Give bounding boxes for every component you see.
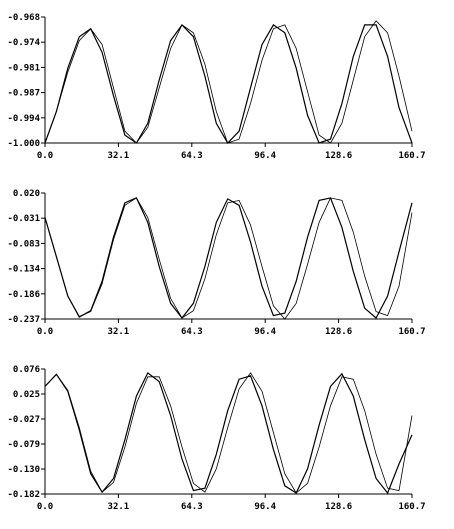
y-tick-label: -0.130 (7, 465, 40, 475)
x-tick-label: 0.0 (37, 327, 53, 337)
y-tick-label: 0.076 (13, 365, 40, 375)
y-tick-label: -0.237 (7, 315, 40, 325)
x-tick-label: 128.6 (325, 151, 352, 161)
x-tick-label: 160.7 (398, 151, 425, 161)
x-tick-label: 32.1 (108, 151, 130, 161)
x-tick-label: 0.0 (37, 151, 53, 161)
x-tick-label: 128.6 (325, 327, 352, 337)
x-tick-label: 64.3 (181, 502, 203, 512)
y-tick-label: 0.020 (13, 189, 40, 199)
series-1-line (44, 23, 413, 144)
y-tick-label: -0.974 (7, 38, 40, 48)
y-tick-label: 0.025 (13, 390, 40, 400)
x-tick-label: 128.6 (325, 502, 352, 512)
y-tick-label: -0.981 (7, 63, 40, 73)
y-tick-label: -0.186 (7, 290, 40, 300)
y-tick-label: -0.994 (7, 114, 40, 124)
series-1-line (44, 197, 413, 319)
y-tick-label: -0.182 (7, 490, 40, 500)
y-tick-label: -0.031 (7, 214, 40, 224)
series-1-line (44, 371, 413, 495)
series-2-line (44, 20, 413, 144)
y-tick-label: -0.027 (7, 415, 40, 425)
y-tick-label: -0.968 (7, 13, 40, 23)
x-tick-label: 96.4 (254, 502, 276, 512)
x-tick-label: 64.3 (181, 327, 203, 337)
y-tick-label: -0.987 (7, 89, 40, 99)
x-tick-label: 160.7 (398, 327, 425, 337)
x-tick-label: 32.1 (108, 327, 130, 337)
chart-panel-1: 0.0 32.1 64.3 96.4 128.6 160.7 -0.968 -0.974 -0.… (7, 13, 425, 161)
series-2-line (44, 197, 413, 320)
y-tick-label: -0.079 (7, 440, 40, 450)
y-tick-label: -0.083 (7, 239, 40, 249)
series-2-line (44, 372, 413, 494)
x-tick-label: 160.7 (398, 502, 425, 512)
x-tick-label: 32.1 (108, 502, 130, 512)
x-tick-label: 64.3 (181, 151, 203, 161)
chart-panel-3: 0.0 32.1 64.3 96.4 128.6 160.7 0.076 0.025 -0.02… (7, 365, 425, 512)
x-tick-label: 96.4 (254, 151, 276, 161)
chart-panel-2: 0.0 32.1 64.3 96.4 128.6 160.7 0.020 -0.031 -0.0… (7, 189, 425, 337)
x-tick-label: 96.4 (254, 327, 276, 337)
y-tick-label: -0.134 (7, 265, 40, 275)
x-tick-label: 0.0 (37, 502, 53, 512)
y-tick-label: -1.000 (7, 139, 40, 149)
